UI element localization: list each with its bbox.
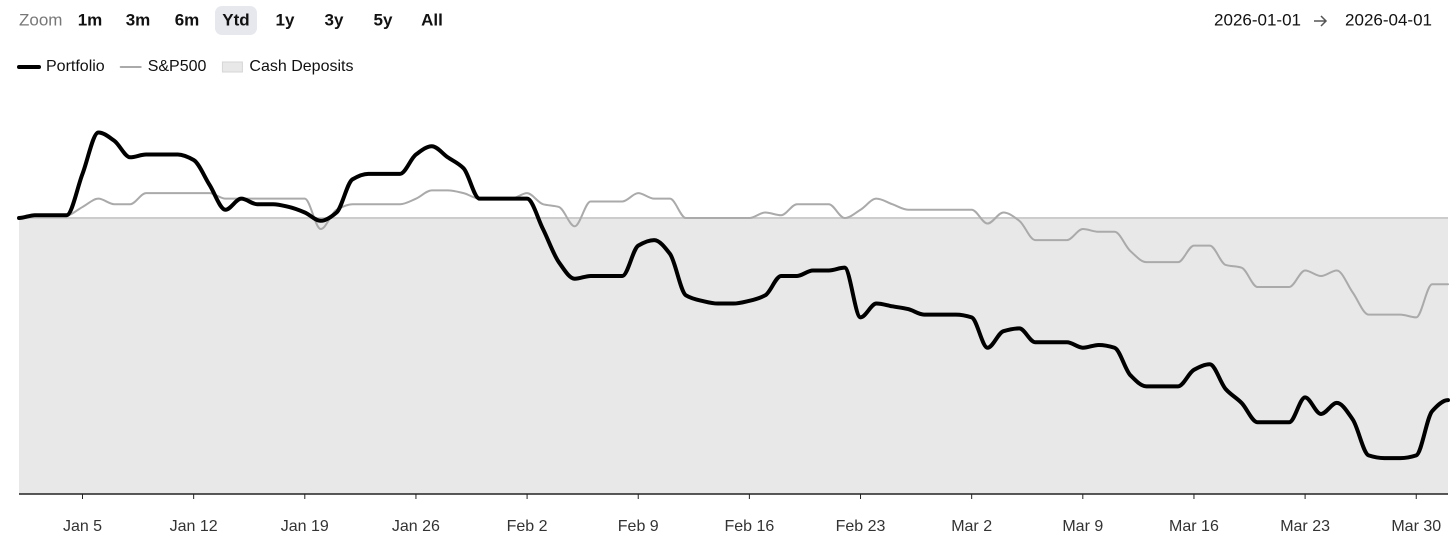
zoom-option: 1y bbox=[276, 10, 295, 29]
zoom-button[interactable]: 1y bbox=[276, 10, 295, 29]
x-tick-label: Feb 16 bbox=[724, 518, 774, 535]
zoom-option: Ytd bbox=[222, 10, 249, 29]
zoom-label: Zoom bbox=[19, 10, 62, 29]
zoom-button[interactable]: All bbox=[421, 10, 443, 29]
zoom-button[interactable]: Ytd bbox=[215, 6, 257, 35]
x-tick-label: Jan 26 bbox=[392, 518, 440, 535]
x-tick-label: Jan 12 bbox=[170, 518, 218, 535]
legend-label: Portfolio bbox=[46, 58, 105, 75]
zoom-button[interactable]: 1m bbox=[78, 10, 103, 29]
zoom-option: 3m bbox=[126, 10, 151, 29]
x-tick-label: Mar 16 bbox=[1169, 518, 1219, 535]
zoom-selected-bg bbox=[215, 6, 257, 35]
plot-area: Jan 5 Jan 12 Jan 19 Jan 26 Feb 2 Feb 9 Feb 16 F… bbox=[17, 130, 1450, 535]
x-tick-label: Mar 23 bbox=[1280, 518, 1330, 535]
zoom-button[interactable]: 3y bbox=[325, 10, 344, 29]
zoom-option: 1m bbox=[78, 10, 103, 29]
zoom-button[interactable]: 5y bbox=[374, 10, 393, 29]
zoom-button[interactable]: 3m bbox=[126, 10, 151, 29]
date-start: 2026-01-01 bbox=[1214, 10, 1301, 29]
range-arrow bbox=[1314, 15, 1328, 27]
zoom-option: 6m bbox=[175, 10, 200, 29]
zoom-option: 5y bbox=[374, 10, 393, 29]
cash-area bbox=[19, 218, 1448, 494]
legend-swatch bbox=[221, 61, 243, 73]
benchmark-line bbox=[18, 189, 1449, 319]
legend-label: Cash Deposits bbox=[249, 58, 353, 75]
x-tick-label: Jan 5 bbox=[63, 518, 102, 535]
x-tick-label: Mar 2 bbox=[951, 518, 992, 535]
zoom-buttons: 1m 3m 6m Ytd 1y 3y 5y All bbox=[78, 6, 443, 35]
x-tick-label: Feb 9 bbox=[618, 518, 659, 535]
date-end: 2026-04-01 bbox=[1345, 10, 1432, 29]
x-tick-label: Mar 9 bbox=[1062, 518, 1103, 535]
zoom-option: 3y bbox=[325, 10, 344, 29]
x-tick-label: Feb 2 bbox=[507, 518, 548, 535]
zoom-button[interactable]: 6m bbox=[175, 10, 200, 29]
x-tick-label: Feb 23 bbox=[836, 518, 886, 535]
legend: Portfolio S&P500 Cash Deposits bbox=[17, 58, 353, 75]
legend-label: S&P500 bbox=[148, 58, 207, 75]
x-tick-label: Mar 30 bbox=[1391, 518, 1441, 535]
x-tick-label: Jan 19 bbox=[281, 518, 329, 535]
portfolio-line bbox=[17, 130, 1450, 461]
zoom-option: All bbox=[421, 10, 443, 29]
